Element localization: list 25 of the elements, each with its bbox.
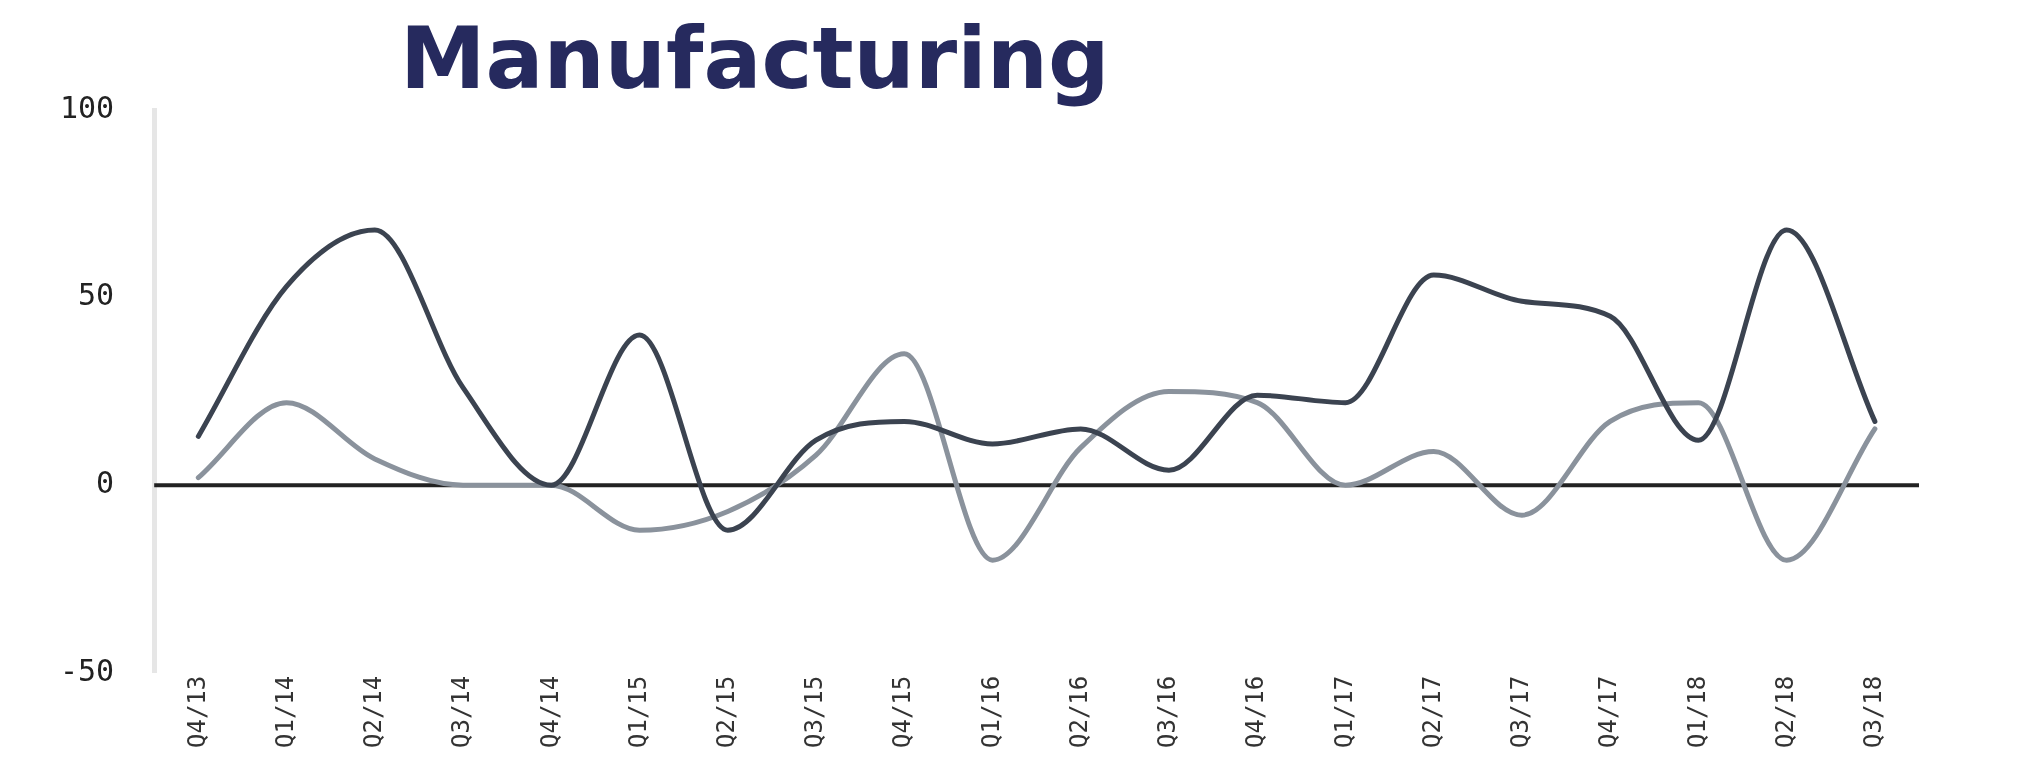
y-tick-label: -50 bbox=[60, 652, 115, 688]
x-tick-label: Q4/15 bbox=[888, 675, 917, 748]
x-tick-label: Q4/16 bbox=[1241, 675, 1270, 748]
x-tick-label: Q1/17 bbox=[1329, 675, 1358, 748]
x-tick-label: Q3/15 bbox=[800, 675, 829, 748]
x-tick-label: Q3/16 bbox=[1153, 675, 1182, 748]
y-tick-label: 100 bbox=[60, 89, 115, 125]
x-tick-label: Q4/13 bbox=[182, 675, 211, 748]
x-tick-label: Q3/14 bbox=[447, 675, 476, 748]
x-tick-label: Q1/18 bbox=[1682, 675, 1711, 748]
x-tick-label: Q1/14 bbox=[270, 675, 299, 748]
x-tick-label: Q1/16 bbox=[976, 675, 1005, 748]
y-tick-label: 0 bbox=[96, 464, 115, 500]
chart-title: Manufacturing bbox=[400, 8, 1110, 108]
x-tick-label: Q2/18 bbox=[1770, 675, 1799, 748]
x-tick-label: Q2/15 bbox=[711, 675, 740, 748]
y-tick-label: 50 bbox=[78, 277, 115, 313]
x-tick-label: Q3/18 bbox=[1859, 675, 1888, 748]
x-tick-label: Q1/15 bbox=[623, 675, 652, 748]
x-tick-label: Q2/16 bbox=[1064, 675, 1093, 748]
x-tick-label: Q4/17 bbox=[1594, 675, 1623, 748]
x-tick-label: Q2/17 bbox=[1417, 675, 1446, 748]
x-tick-label: Q2/14 bbox=[359, 675, 388, 748]
x-tick-label: Q3/17 bbox=[1506, 675, 1535, 748]
x-tick-label: Q4/14 bbox=[535, 675, 564, 748]
